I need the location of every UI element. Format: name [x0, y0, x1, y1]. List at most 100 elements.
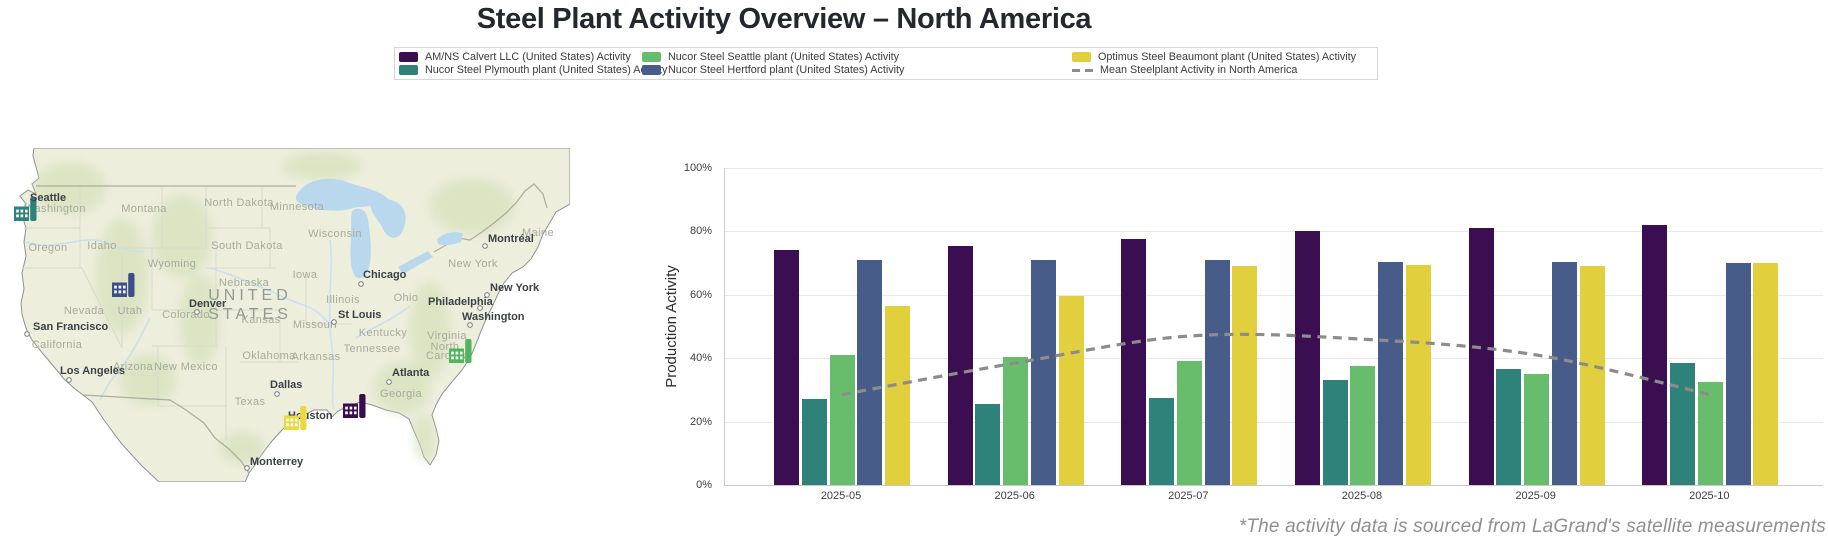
y-tick-label: 40% [689, 352, 712, 365]
state-label-oregon: Oregon [28, 242, 67, 254]
state-label-new-mexico: New Mexico [154, 361, 218, 373]
state-label-virginia: Virginia [427, 330, 467, 342]
bar-series4-2025-05[interactable] [885, 305, 910, 485]
legend-item-2[interactable]: Nucor Steel Seattle plant (United States… [642, 51, 1072, 63]
bar-series1-2025-09[interactable] [1496, 369, 1522, 485]
city-label-st-louis: St Louis [338, 309, 381, 321]
bar-series4-2025-06[interactable] [1058, 296, 1084, 485]
state-label-south-dakota: South Dakota [211, 240, 283, 252]
state-label-tennessee: Tennessee [344, 343, 401, 355]
bar-series2-2025-10[interactable] [1697, 381, 1723, 485]
legend-color-swatch [642, 65, 661, 76]
legend-item-1[interactable]: Nucor Steel Plymouth plant (United State… [399, 64, 667, 76]
bar-series0-2025-07[interactable] [1121, 239, 1147, 485]
bar-series3-2025-05[interactable] [857, 259, 883, 485]
plant-icon-am-ns-calvert-llc[interactable] [343, 394, 366, 418]
city-dot-philadelphia [477, 305, 483, 311]
city-dot-dallas [274, 391, 280, 397]
chart-legend: AM/NS Calvert LLC (United States) Activi… [394, 47, 1378, 80]
bar-series1-2025-05[interactable] [801, 399, 827, 485]
country-label-line: UNITED [208, 287, 292, 304]
state-label-idaho: Idaho [87, 240, 117, 252]
state-labels: Washington Oregon California Nevada Idaho Mon… [24, 197, 553, 408]
legend-color-swatch [642, 51, 661, 62]
y-tick-label: 80% [689, 225, 712, 238]
city-labels: San Francisco Los Angeles Denver Dallas Hous… [24, 233, 540, 471]
footnote: *The activity data is sourced from LaGra… [1238, 516, 1826, 537]
state-label-california: California [32, 339, 83, 351]
legend-color-swatch [399, 65, 418, 76]
plant-icon-nucor-steel-plymouth-plant[interactable] [112, 273, 135, 297]
city-label-philadelphia: Philadelphia [428, 296, 494, 308]
city-dot-denver [194, 309, 200, 315]
bar-series0-2025-10[interactable] [1642, 225, 1668, 485]
city-dot-san-francisco [24, 331, 30, 337]
city-label-new-york: New York [490, 282, 540, 294]
bar-series2-2025-05[interactable] [829, 355, 855, 485]
city-label-seattle: Seattle [30, 192, 66, 204]
state-label-colorado: Colorado [162, 309, 210, 321]
y-tick-label: 0% [696, 479, 712, 491]
plant-icon-nucor-steel-seattle-plant[interactable] [14, 197, 37, 221]
country-label: UNITED STATES [208, 287, 292, 323]
plant-icon-nucor-steel-hertford-plant[interactable] [449, 339, 472, 363]
plant-icon-optimus-steel-beaumont-plant[interactable] [284, 406, 307, 430]
bar-series2-2025-07[interactable] [1176, 361, 1202, 485]
state-label-montana: Montana [121, 203, 167, 215]
y-tick-label: 100% [683, 162, 712, 174]
state-label-nebraska: Nebraska [219, 277, 270, 289]
city-labels-top: Seattle [30, 192, 66, 204]
bar-series3-2025-10[interactable] [1725, 263, 1751, 485]
legend-label: Optimus Steel Beaumont plant (United Sta… [1098, 50, 1357, 63]
country-label-line: STATES [208, 306, 292, 323]
state-label-nevada: Nevada [64, 305, 105, 317]
x-tick-label: 2025-09 [1515, 490, 1556, 502]
state-label-iowa: Iowa [293, 269, 318, 281]
city-label-san-francisco: San Francisco [33, 321, 108, 333]
city-dot-monterrey [244, 465, 250, 471]
state-label-georgia: Georgia [380, 388, 422, 400]
map-rivers [25, 239, 411, 411]
legend-color-swatch [1072, 51, 1091, 62]
city-label-los-angeles: Los Angeles [60, 365, 125, 377]
bar-series3-2025-09[interactable] [1551, 261, 1577, 485]
bar-series4-2025-08[interactable] [1405, 264, 1431, 485]
bar-series4-2025-07[interactable] [1232, 266, 1258, 485]
gridline [725, 168, 1823, 169]
bar-series4-2025-09[interactable] [1579, 266, 1605, 485]
state-label-ohio: Ohio [394, 292, 419, 304]
bar-series2-2025-09[interactable] [1524, 374, 1550, 485]
state-label-texas: Texas [235, 396, 266, 408]
legend-label: Nucor Steel Hertford plant (United State… [668, 64, 905, 77]
legend-item-5[interactable]: Mean Steelplant Activity in North Americ… [1072, 64, 1373, 76]
bar-series3-2025-07[interactable] [1204, 259, 1230, 485]
city-label-denver: Denver [189, 298, 227, 310]
legend-label: Mean Steelplant Activity in North Americ… [1100, 64, 1298, 77]
bar-series2-2025-06[interactable] [1003, 356, 1029, 485]
bar-series3-2025-06[interactable] [1030, 259, 1056, 485]
state-label-north-dakota: North Dakota [204, 197, 274, 209]
bar-series1-2025-06[interactable] [975, 404, 1001, 485]
bar-series1-2025-10[interactable] [1670, 362, 1696, 485]
bar-series1-2025-08[interactable] [1322, 380, 1348, 485]
bar-series2-2025-08[interactable] [1350, 366, 1376, 485]
legend-item-0[interactable]: AM/NS Calvert LLC (United States) Activi… [399, 51, 642, 63]
bar-series1-2025-07[interactable] [1149, 397, 1175, 485]
gridline [725, 231, 1823, 233]
city-label-dallas: Dallas [270, 379, 302, 391]
legend-item-3[interactable]: Nucor Steel Hertford plant (United State… [642, 64, 1072, 76]
bar-series0-2025-06[interactable] [947, 245, 973, 485]
plot-area [724, 168, 1823, 486]
state-label-oklahoma: Oklahoma [242, 350, 296, 362]
page-title: Steel Plant Activity Overview – North Am… [476, 3, 1092, 35]
state-label-kentucky: Kentucky [359, 327, 408, 339]
bar-series3-2025-08[interactable] [1378, 261, 1404, 485]
legend-item-4[interactable]: Optimus Steel Beaumont plant (United Sta… [1072, 51, 1373, 63]
bar-series4-2025-10[interactable] [1753, 263, 1779, 485]
bar-series0-2025-08[interactable] [1294, 231, 1320, 485]
city-dot-new-york [484, 292, 490, 298]
bar-series0-2025-05[interactable] [774, 250, 799, 485]
bar-series0-2025-09[interactable] [1468, 228, 1494, 485]
x-axis-ticks: 2025-05 2025-06 2025-07 2025-08 2025-09 2025-… [724, 490, 1822, 510]
